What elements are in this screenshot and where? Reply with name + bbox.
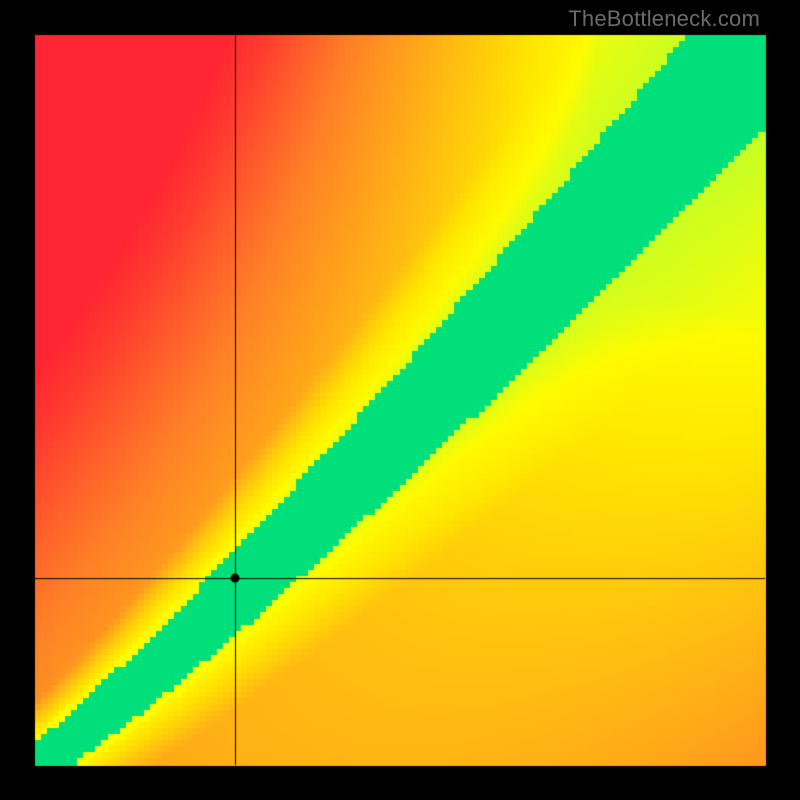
- bottleneck-heatmap: [0, 0, 800, 800]
- watermark-text: TheBottleneck.com: [568, 6, 760, 32]
